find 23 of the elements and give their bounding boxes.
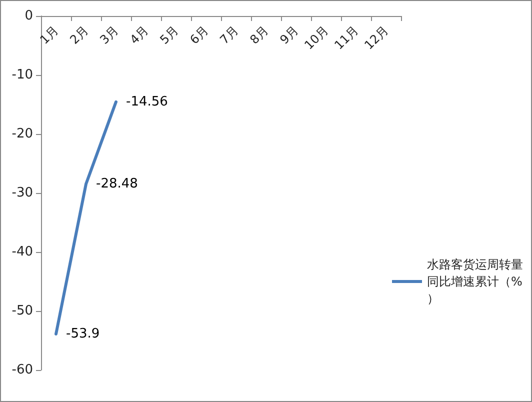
x-tick-label: 10月	[302, 23, 331, 52]
x-tick-label: 4月	[127, 23, 151, 47]
data-label: -14.56	[126, 94, 168, 110]
legend-label: 水路客货运周转量同比增速累计（%）	[427, 258, 523, 306]
x-tick-label: 11月	[332, 23, 361, 52]
x-tick-label: 7月	[217, 23, 241, 47]
x-tick-label: 2月	[67, 23, 91, 47]
y-tick-label: -20	[12, 126, 33, 142]
y-tick-label: -60	[12, 362, 33, 378]
x-tick-label: 3月	[97, 23, 121, 47]
x-tick-label: 6月	[187, 23, 211, 47]
x-tick-label: 8月	[247, 23, 271, 47]
x-tick-label: 1月	[37, 23, 61, 47]
y-tick-label: 0	[24, 8, 33, 24]
data-label: -28.48	[96, 176, 138, 192]
y-tick-label: -40	[12, 244, 33, 260]
x-tick-label: 12月	[362, 23, 391, 52]
x-tick-label: 5月	[157, 23, 181, 47]
y-tick-label: -30	[12, 186, 33, 200]
data-label: -53.9	[66, 326, 100, 342]
y-tick-label: -10	[12, 68, 33, 82]
y-tick-label: -50	[12, 304, 33, 318]
x-tick-label: 9月	[277, 23, 301, 47]
